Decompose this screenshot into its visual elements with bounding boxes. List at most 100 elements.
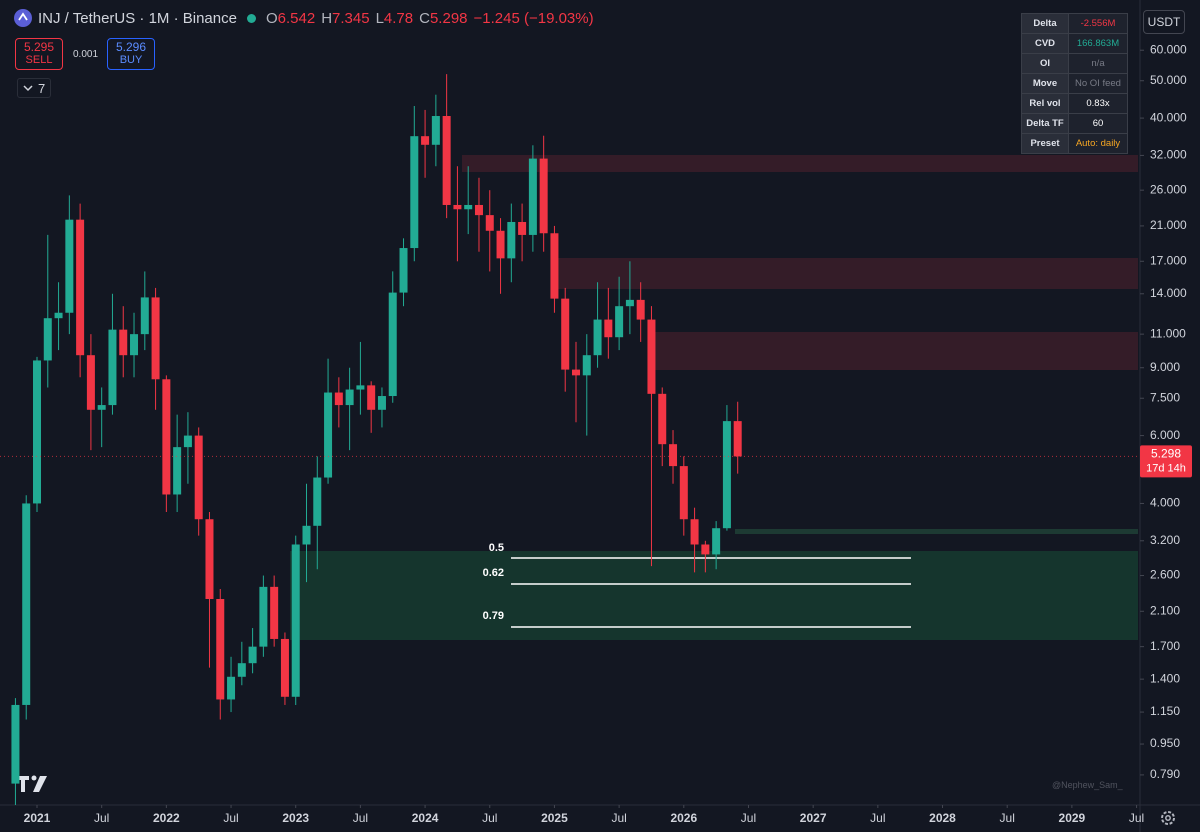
watermark: @Nephew_Sam_ xyxy=(1052,780,1123,790)
candle-body xyxy=(474,204,483,216)
header: INJ / TetherUS · 1M · Binance O 6.542 H 7.3… xyxy=(14,9,594,27)
ohlc: O 6.542 H 7.345 L 4.78 C 5.298 xyxy=(260,10,468,27)
ohlc-label: L xyxy=(375,9,384,27)
table-row: OI n/a xyxy=(1021,53,1128,74)
table-key: CVD xyxy=(1021,33,1069,54)
x-tick-label: 2027 xyxy=(800,811,827,825)
table-key: Delta xyxy=(1021,13,1069,34)
candle-body xyxy=(86,355,95,410)
settings-icon[interactable] xyxy=(1161,811,1175,825)
y-tick-label: 60.000 xyxy=(1150,42,1187,56)
table-key: Move xyxy=(1021,73,1069,94)
x-tick-label: Jul xyxy=(94,811,109,825)
x-tick-label: 2024 xyxy=(412,811,439,825)
demand-zone xyxy=(290,551,1138,640)
candle-body xyxy=(324,392,333,478)
y-tick-label: 1.150 xyxy=(1150,704,1180,718)
y-tick-label: 2.100 xyxy=(1150,603,1180,617)
candle-body xyxy=(248,646,257,664)
candle-body xyxy=(216,598,225,700)
x-tick-label: 2026 xyxy=(670,811,697,825)
candle-body xyxy=(302,525,311,545)
y-tick-label: 11.000 xyxy=(1150,326,1186,340)
table-key: Rel vol xyxy=(1021,93,1069,114)
candle-body xyxy=(399,248,408,293)
table-row: Rel vol 0.83x xyxy=(1021,93,1128,114)
supply-zone xyxy=(462,155,1138,172)
x-tick-label: 2023 xyxy=(282,811,309,825)
candle-body xyxy=(485,215,494,231)
candle-body xyxy=(582,355,591,376)
candle-body xyxy=(636,299,645,320)
candle-body xyxy=(507,221,516,259)
candle-body xyxy=(97,405,106,410)
candle-body xyxy=(76,219,85,356)
x-tick-label: Jul xyxy=(482,811,497,825)
candle-body xyxy=(647,319,656,394)
table-row: CVD 166.863M xyxy=(1021,33,1128,54)
candle-body xyxy=(334,392,343,406)
candle-body xyxy=(388,292,397,397)
candle-body xyxy=(151,297,160,380)
candle-body xyxy=(140,297,149,335)
candle-body xyxy=(722,421,731,529)
table-row: Delta -2.556M xyxy=(1021,13,1128,34)
y-tick-label: 2.600 xyxy=(1150,568,1180,582)
table-key: OI xyxy=(1021,53,1069,74)
buy-button[interactable]: 5.296 BUY xyxy=(107,38,155,70)
x-tick-label: Jul xyxy=(353,811,368,825)
table-value: No OI feed xyxy=(1068,73,1128,94)
y-tick-label: 17.000 xyxy=(1150,253,1187,267)
ohlc-value: 5.298 xyxy=(429,9,468,27)
candle-body xyxy=(259,586,268,647)
indicators-toggle[interactable]: 7 xyxy=(17,78,52,98)
candle-body xyxy=(453,204,462,210)
sell-button[interactable]: 5.295 SELL xyxy=(15,38,63,70)
candle-body xyxy=(356,385,365,390)
y-tick-label: 4.000 xyxy=(1150,496,1180,510)
x-tick-label: Jul xyxy=(1129,811,1144,825)
indicator-table: Delta -2.556M CVD 166.863M OI n/a Move No OI fe… xyxy=(1021,13,1128,154)
table-row: Preset Auto: daily xyxy=(1021,133,1128,154)
y-tick-label: 3.200 xyxy=(1150,533,1180,547)
currency-button[interactable]: USDT xyxy=(1143,10,1185,34)
candle-body xyxy=(712,528,721,555)
supply-zone xyxy=(655,332,1138,370)
candle-body xyxy=(377,396,386,410)
candle-body xyxy=(11,704,20,784)
countdown: 17d 14h xyxy=(1146,462,1186,474)
y-tick-label: 40.000 xyxy=(1150,110,1187,124)
ohlc-value: 6.542 xyxy=(277,9,316,27)
x-tick-label: 2028 xyxy=(929,811,956,825)
candle-body xyxy=(615,306,624,338)
table-value: 0.83x xyxy=(1068,93,1128,114)
chevron xyxy=(23,85,33,92)
y-tick-label: 9.000 xyxy=(1150,360,1180,374)
ohlc-value: 7.345 xyxy=(332,9,370,27)
candle-body xyxy=(108,329,117,406)
y-tick-label: 14.000 xyxy=(1150,286,1187,300)
ohlc-value: 4.78 xyxy=(383,9,414,27)
candle-body xyxy=(130,334,139,356)
y-tick-label: 32.000 xyxy=(1150,148,1187,162)
candle-body xyxy=(119,329,128,356)
candle-body xyxy=(237,663,246,677)
indicator-count: 7 xyxy=(38,80,46,96)
candle-body xyxy=(173,447,182,495)
symbol[interactable]: INJ / TetherUS · 1M · Binance xyxy=(38,9,237,27)
candle-body xyxy=(550,233,559,299)
candle-body xyxy=(593,319,602,356)
table-key: Preset xyxy=(1021,133,1069,154)
candle-body xyxy=(431,116,440,145)
sell-price: 5.295 xyxy=(23,40,55,54)
table-row: Move No OI feed xyxy=(1021,73,1128,94)
candle-body xyxy=(518,221,527,235)
market-status xyxy=(246,13,256,23)
price-label: 5.298 xyxy=(1151,447,1181,461)
ohlc-label: O xyxy=(265,9,278,27)
candle-body xyxy=(658,393,667,445)
spread: 0.001 xyxy=(73,48,99,60)
trade-panel: 5.295 SELL 0.001 5.296 BUY xyxy=(15,38,155,70)
candle-body xyxy=(270,586,279,639)
table-value: Auto: daily xyxy=(1068,133,1128,154)
